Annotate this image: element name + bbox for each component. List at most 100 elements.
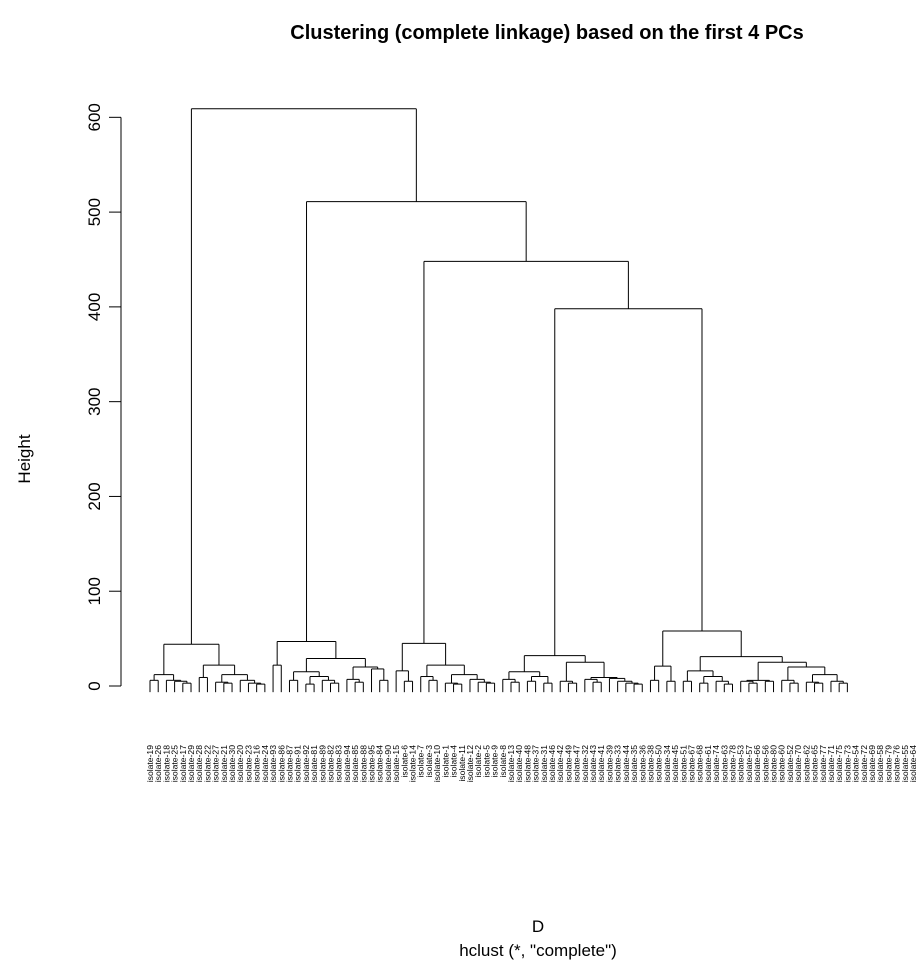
leaf-label: isolate-47 [572, 745, 582, 782]
leaf-label: isolate-83 [334, 745, 344, 782]
leaf-label: isolate-57 [744, 745, 754, 782]
leaf-label: isolate-2 [473, 745, 483, 778]
y-tick-label: 200 [85, 482, 104, 510]
leaf-label: isolate-24 [260, 745, 270, 782]
leaf-label: isolate-50 [654, 745, 664, 782]
leaf-label: isolate-36 [637, 745, 647, 782]
leaf-label: isolate-6 [399, 745, 409, 778]
leaf-label: isolate-26 [153, 745, 163, 782]
y-tick-label: 500 [85, 198, 104, 226]
leaf-label: isolate-49 [563, 745, 573, 782]
leaf-label: isolate-12 [465, 745, 475, 782]
leaf-label: isolate-25 [170, 745, 180, 782]
leaf-label: isolate-17 [178, 745, 188, 782]
leaf-label: isolate-67 [686, 745, 696, 782]
leaf-label: isolate-60 [777, 745, 787, 782]
leaf-label: isolate-44 [621, 745, 631, 782]
leaf-label: isolate-92 [301, 745, 311, 782]
leaf-label: isolate-37 [531, 745, 541, 782]
leaf-label: isolate-72 [859, 745, 869, 782]
leaf-label: isolate-43 [588, 745, 598, 782]
leaf-label: isolate-32 [580, 745, 590, 782]
leaf-label: isolate-75 [834, 745, 844, 782]
leaf-label: isolate-45 [670, 745, 680, 782]
y-axis-label: Height [15, 434, 34, 483]
chart-title: Clustering (complete linkage) based on t… [290, 22, 803, 44]
leaf-label: isolate-27 [211, 745, 221, 782]
leaf-label: isolate-69 [867, 745, 877, 782]
leaf-label: isolate-55 [900, 745, 910, 782]
leaf-labels: isolate-19isolate-26isolate-18isolate-25… [145, 745, 918, 782]
leaf-label: isolate-53 [736, 745, 746, 782]
leaf-label: isolate-8 [498, 745, 508, 778]
leaf-label: isolate-33 [613, 745, 623, 782]
leaf-label: isolate-82 [325, 745, 335, 782]
x-axis-label: D [532, 917, 544, 936]
leaf-label: isolate-86 [276, 745, 286, 782]
leaf-label: isolate-94 [342, 745, 352, 782]
leaf-label: isolate-48 [522, 745, 532, 782]
leaf-label: isolate-14 [408, 745, 418, 782]
leaf-label: isolate-74 [711, 745, 721, 782]
leaf-label: isolate-79 [883, 745, 893, 782]
leaf-label: isolate-66 [752, 745, 762, 782]
leaf-label: isolate-77 [818, 745, 828, 782]
leaf-label: isolate-34 [662, 745, 672, 782]
leaf-label: isolate-22 [202, 745, 212, 782]
leaf-label: isolate-15 [391, 745, 401, 782]
leaf-label: isolate-9 [490, 745, 500, 778]
leaf-label: isolate-4 [449, 745, 459, 778]
leaf-label: isolate-40 [514, 745, 524, 782]
leaf-label: isolate-58 [875, 745, 885, 782]
leaf-label: isolate-39 [604, 745, 614, 782]
leaf-label: isolate-3 [424, 745, 434, 778]
leaf-label: isolate-91 [293, 745, 303, 782]
leaf-label: isolate-61 [703, 745, 713, 782]
leaf-label: isolate-63 [719, 745, 729, 782]
leaf-label: isolate-21 [219, 745, 229, 782]
leaf-label: isolate-10 [432, 745, 442, 782]
leaf-label: isolate-29 [186, 745, 196, 782]
leaf-label: isolate-84 [375, 745, 385, 782]
leaf-label: isolate-28 [194, 745, 204, 782]
leaf-label: isolate-7 [416, 745, 426, 778]
method-sublabel: hclust (*, "complete") [459, 941, 617, 960]
leaf-label: isolate-31 [539, 745, 549, 782]
leaf-label: isolate-71 [826, 745, 836, 782]
leaf-label: isolate-13 [506, 745, 516, 782]
leaf-label: isolate-1 [440, 745, 450, 778]
y-tick-label: 100 [85, 577, 104, 605]
leaf-label: isolate-93 [268, 745, 278, 782]
leaf-label: isolate-85 [350, 745, 360, 782]
leaf-label: isolate-51 [678, 745, 688, 782]
leaf-label: isolate-88 [358, 745, 368, 782]
leaf-label: isolate-38 [645, 745, 655, 782]
leaf-label: isolate-35 [629, 745, 639, 782]
y-tick-label: 400 [85, 293, 104, 321]
leaf-label: isolate-23 [243, 745, 253, 782]
y-tick-label: 0 [85, 681, 104, 690]
leaf-label: isolate-54 [851, 745, 861, 782]
leaf-label: isolate-87 [284, 745, 294, 782]
leaf-label: isolate-80 [769, 745, 779, 782]
leaf-label: isolate-95 [367, 745, 377, 782]
y-tick-label: 600 [85, 103, 104, 131]
leaf-label: isolate-70 [793, 745, 803, 782]
leaf-label: isolate-42 [555, 745, 565, 782]
leaf-label: isolate-56 [760, 745, 770, 782]
leaf-label: isolate-5 [481, 745, 491, 778]
dendrogram-tree [149, 108, 848, 693]
leaf-label: isolate-41 [596, 745, 606, 782]
leaf-label: isolate-11 [457, 745, 467, 782]
leaf-label: isolate-76 [892, 745, 902, 782]
leaf-label: isolate-46 [547, 745, 557, 782]
y-axis: 0 100 200 300 400 500 600 [85, 103, 122, 691]
leaf-label: isolate-52 [785, 745, 795, 782]
leaf-label: isolate-16 [252, 745, 262, 782]
leaf-label: isolate-89 [317, 745, 327, 782]
leaf-label: isolate-65 [810, 745, 820, 782]
leaf-label: isolate-68 [695, 745, 705, 782]
leaf-label: isolate-73 [842, 745, 852, 782]
leaf-label: isolate-19 [145, 745, 155, 782]
leaf-label: isolate-18 [161, 745, 171, 782]
